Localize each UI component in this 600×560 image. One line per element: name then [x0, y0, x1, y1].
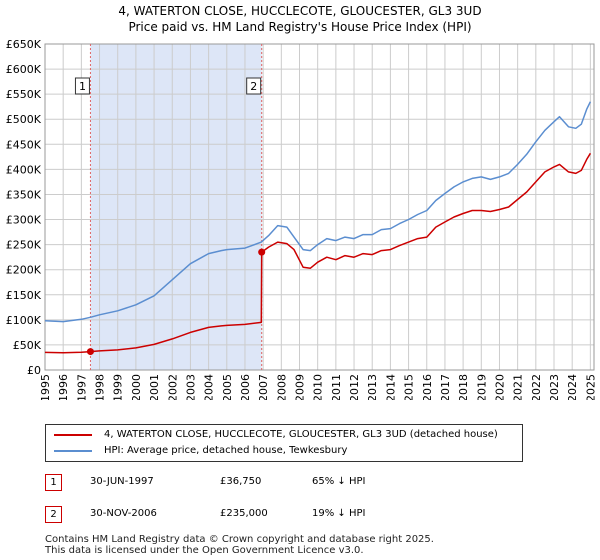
sale-delta: 19% ↓ HPI — [312, 508, 366, 519]
x-tick-label: 2003 — [184, 374, 197, 400]
hpi-line — [44, 101, 592, 323]
y-tick-label: £250K — [6, 239, 42, 252]
sale-marker-box — [246, 77, 262, 95]
y-tick-label: £500K — [6, 113, 42, 126]
x-tick-label: 1998 — [94, 374, 107, 400]
x-tick-label: 2005 — [221, 374, 234, 400]
footer-license: This data is licensed under the Open Gov… — [45, 545, 364, 556]
property-price-line — [44, 152, 592, 354]
y-tick-label: £200K — [6, 264, 42, 277]
legend-label-property: 4, WATERTON CLOSE, HUCCLECOTE, GLOUCESTE… — [104, 429, 498, 440]
y-tick-label: £300K — [6, 214, 42, 227]
y-tick-label: £450K — [6, 138, 42, 151]
legend-label-hpi: HPI: Average price, detached house, Tewk… — [104, 445, 348, 456]
x-tick-label: 2013 — [366, 374, 379, 400]
y-tick-label: £600K — [6, 63, 42, 76]
x-tick-label: 2024 — [566, 374, 579, 400]
x-tick-label: 2012 — [348, 374, 361, 400]
sale-point — [258, 248, 266, 256]
x-tick-label: 2017 — [439, 374, 452, 400]
y-tick-label: £650K — [6, 38, 42, 51]
x-tick-label: 2006 — [239, 374, 252, 400]
sale-price: £235,000 — [220, 508, 268, 519]
y-tick-label: £0 — [27, 364, 41, 377]
plot-border — [44, 43, 595, 371]
x-tick-label: 1996 — [57, 374, 70, 400]
x-tick-label: 1995 — [39, 374, 52, 400]
sale-date: 30-JUN-1997 — [90, 476, 154, 487]
sale-marker-box — [74, 77, 90, 95]
x-tick-label: 2025 — [584, 374, 597, 400]
y-tick-label: £550K — [6, 88, 42, 101]
sale-badge: 2 — [45, 506, 62, 523]
x-tick-label: 2008 — [275, 374, 288, 400]
y-tick-label: £100K — [6, 314, 42, 327]
footer-copyright: Contains HM Land Registry data © Crown c… — [45, 534, 434, 545]
sale-price: £36,750 — [220, 476, 262, 487]
legend-swatch-property — [54, 434, 92, 436]
sale-marker-label: 2 — [250, 80, 257, 93]
legend: 4, WATERTON CLOSE, HUCCLECOTE, GLOUCESTE… — [45, 424, 523, 462]
y-tick-label: £400K — [6, 163, 42, 176]
x-tick-label: 2014 — [384, 374, 397, 400]
sale-point — [86, 348, 94, 356]
x-tick-label: 2007 — [257, 374, 270, 400]
x-tick-label: 2010 — [312, 374, 325, 400]
sale-delta: 65% ↓ HPI — [312, 476, 366, 487]
chart-subtitle: Price paid vs. HM Land Registry's House … — [128, 20, 472, 34]
x-tick-label: 1997 — [75, 374, 88, 400]
x-tick-label: 2022 — [530, 374, 543, 400]
y-tick-label: £50K — [13, 339, 42, 352]
sale-date: 30-NOV-2006 — [90, 508, 157, 519]
price-chart: £0 £50K £100K £150K £200K £250K £300K £350K £400… — [6, 38, 598, 400]
x-tick-label: 2011 — [330, 374, 343, 400]
y-tick-label: £350K — [6, 188, 42, 201]
x-tick-label: 2015 — [403, 374, 416, 400]
x-tick-label: 2021 — [512, 374, 525, 400]
x-tick-label: 1999 — [112, 374, 125, 400]
x-tick-label: 2018 — [457, 374, 470, 400]
legend-swatch-hpi — [54, 450, 92, 452]
x-tick-label: 2019 — [475, 374, 488, 400]
chart-title: 4, WATERTON CLOSE, HUCCLECOTE, GLOUCESTE… — [118, 4, 482, 18]
x-tick-label: 2023 — [548, 374, 561, 400]
sale-marker-label: 1 — [79, 80, 86, 93]
ownership-shade — [90, 44, 262, 370]
y-tick-label: £150K — [6, 289, 42, 302]
x-tick-label: 2020 — [493, 374, 506, 400]
x-tick-label: 2004 — [203, 374, 216, 400]
x-tick-label: 2002 — [166, 374, 179, 400]
x-tick-label: 2000 — [130, 374, 143, 400]
sale-badge: 1 — [45, 474, 62, 491]
x-tick-label: 2001 — [148, 374, 161, 400]
x-tick-label: 2009 — [294, 374, 307, 400]
x-tick-label: 2016 — [421, 374, 434, 400]
